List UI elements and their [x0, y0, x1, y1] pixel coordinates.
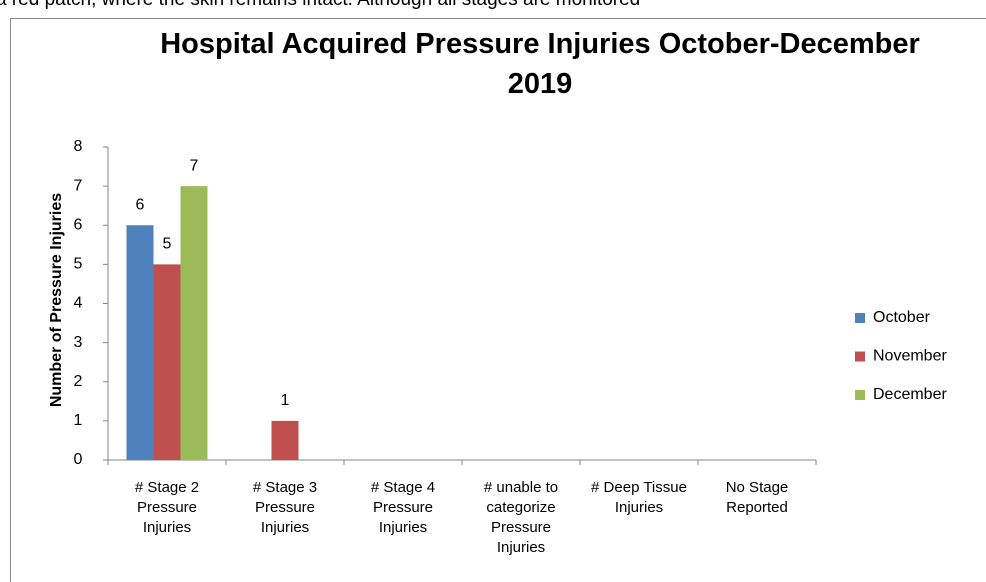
- chart-border: [10, 18, 986, 582]
- x-tick-label: # Stage 2 Pressure Injuries: [134, 479, 200, 536]
- y-tick-label: 2: [74, 373, 83, 390]
- y-tick-label: 5: [74, 256, 83, 273]
- y-tick-label: 4: [74, 295, 83, 312]
- page-text: a red patch, where the skin remains inta…: [0, 0, 640, 11]
- bar: [126, 225, 154, 460]
- y-tick-label: 0: [74, 451, 83, 468]
- bar: [271, 420, 299, 460]
- x-tick-label: No Stage Reported: [725, 479, 789, 516]
- x-tick-label: # Stage 4 Pressure Injuries: [370, 479, 436, 536]
- legend-swatch: [855, 351, 865, 362]
- y-axis-label: Number of Pressure Injuries: [48, 193, 65, 407]
- data-label: 7: [190, 157, 199, 174]
- legend-label: November: [873, 348, 947, 365]
- x-tick-label: # Stage 3 Pressure Injuries: [252, 479, 318, 536]
- y-tick-label: 8: [74, 138, 83, 155]
- legend-swatch: [855, 390, 865, 400]
- y-tick-label: 1: [74, 412, 83, 429]
- legend-label: December: [873, 386, 947, 403]
- legend-swatch: [855, 313, 865, 323]
- bar: [180, 186, 208, 460]
- data-label: 1: [281, 392, 290, 409]
- x-tick-label: # Deep Tissue Injuries: [591, 479, 687, 516]
- legend-label: October: [873, 309, 931, 326]
- data-label: 5: [163, 236, 172, 253]
- data-label: 6: [136, 196, 145, 213]
- chart-title: Hospital Acquired Pressure Injuries Octo…: [160, 28, 920, 100]
- x-tick-label: # unable to categorize Pressure Injuries: [483, 479, 559, 556]
- y-tick-label: 6: [74, 216, 83, 233]
- y-tick-label: 7: [74, 177, 83, 194]
- y-tick-label: 3: [74, 334, 83, 351]
- bar: [153, 264, 181, 460]
